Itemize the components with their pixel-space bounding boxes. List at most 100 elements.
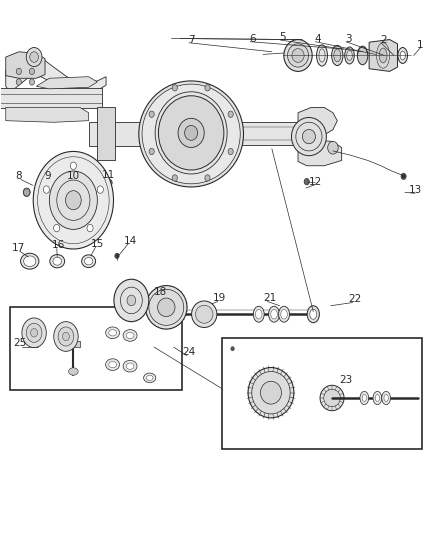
Ellipse shape (319, 385, 343, 411)
Ellipse shape (143, 373, 155, 383)
Bar (66, 341, 80, 347)
Circle shape (87, 224, 93, 232)
Ellipse shape (280, 310, 287, 319)
Ellipse shape (49, 255, 64, 268)
Text: 1: 1 (416, 40, 423, 50)
Text: 10: 10 (67, 172, 80, 181)
Ellipse shape (333, 49, 340, 62)
Ellipse shape (399, 51, 404, 60)
Polygon shape (297, 140, 341, 166)
Ellipse shape (302, 130, 315, 144)
Text: 23: 23 (339, 375, 352, 385)
Ellipse shape (278, 306, 289, 322)
Circle shape (70, 162, 76, 169)
Ellipse shape (146, 375, 152, 381)
Ellipse shape (251, 372, 290, 414)
Polygon shape (6, 55, 106, 96)
Ellipse shape (307, 306, 319, 322)
Circle shape (227, 148, 233, 155)
Ellipse shape (253, 306, 264, 322)
Ellipse shape (148, 289, 184, 325)
Ellipse shape (383, 394, 388, 401)
Ellipse shape (291, 49, 304, 62)
Bar (88, 122, 193, 146)
Ellipse shape (123, 329, 137, 341)
Circle shape (400, 173, 405, 180)
Text: 17: 17 (12, 243, 25, 253)
Ellipse shape (81, 255, 95, 268)
Text: 25: 25 (13, 338, 26, 349)
Ellipse shape (361, 394, 366, 401)
Ellipse shape (260, 381, 281, 404)
Circle shape (148, 148, 154, 155)
Circle shape (401, 175, 404, 178)
Circle shape (205, 175, 210, 181)
Circle shape (29, 68, 35, 75)
Ellipse shape (247, 368, 293, 418)
Circle shape (327, 141, 337, 154)
Ellipse shape (106, 327, 119, 338)
Text: 12: 12 (308, 176, 321, 187)
Circle shape (115, 253, 119, 259)
Circle shape (58, 327, 74, 346)
Text: 11: 11 (102, 171, 115, 180)
Circle shape (22, 318, 46, 348)
Text: 21: 21 (262, 293, 276, 303)
Ellipse shape (283, 39, 311, 71)
Ellipse shape (381, 391, 390, 405)
Circle shape (16, 68, 21, 75)
Ellipse shape (309, 309, 316, 319)
Ellipse shape (157, 298, 175, 317)
Ellipse shape (195, 305, 212, 323)
Ellipse shape (378, 48, 386, 63)
Polygon shape (6, 52, 45, 78)
Circle shape (33, 151, 113, 249)
Text: 8: 8 (15, 172, 22, 181)
Circle shape (304, 179, 309, 185)
Text: 22: 22 (347, 294, 360, 304)
Bar (0, 88, 102, 109)
Circle shape (205, 85, 210, 91)
Ellipse shape (323, 389, 339, 407)
Ellipse shape (24, 256, 36, 266)
Circle shape (53, 224, 60, 232)
Ellipse shape (109, 361, 116, 368)
Circle shape (227, 111, 233, 117)
Text: 6: 6 (248, 34, 255, 44)
Circle shape (26, 323, 42, 342)
Ellipse shape (109, 329, 116, 336)
Ellipse shape (316, 45, 327, 66)
Bar (97, 108, 115, 160)
Ellipse shape (178, 118, 204, 148)
Text: 2: 2 (379, 35, 385, 45)
Text: 14: 14 (123, 236, 136, 246)
Ellipse shape (84, 257, 92, 265)
Ellipse shape (123, 360, 137, 372)
Ellipse shape (155, 92, 226, 174)
Circle shape (16, 79, 21, 85)
Circle shape (97, 186, 103, 193)
Ellipse shape (287, 44, 308, 67)
Circle shape (172, 175, 177, 181)
Ellipse shape (145, 286, 187, 329)
Ellipse shape (191, 301, 216, 327)
Ellipse shape (344, 47, 353, 64)
Circle shape (53, 321, 78, 351)
Circle shape (43, 186, 49, 193)
Text: 18: 18 (154, 287, 167, 297)
Text: 7: 7 (187, 35, 194, 45)
Ellipse shape (374, 394, 379, 401)
Ellipse shape (106, 359, 119, 370)
Ellipse shape (68, 368, 78, 375)
Text: 19: 19 (212, 293, 226, 303)
Circle shape (172, 85, 177, 91)
Circle shape (114, 279, 148, 321)
Circle shape (148, 111, 154, 117)
Ellipse shape (268, 306, 279, 322)
Text: 5: 5 (279, 32, 286, 42)
Polygon shape (297, 108, 336, 135)
Circle shape (65, 191, 81, 210)
Ellipse shape (270, 310, 277, 319)
Polygon shape (36, 77, 97, 89)
Text: 9: 9 (44, 172, 50, 181)
